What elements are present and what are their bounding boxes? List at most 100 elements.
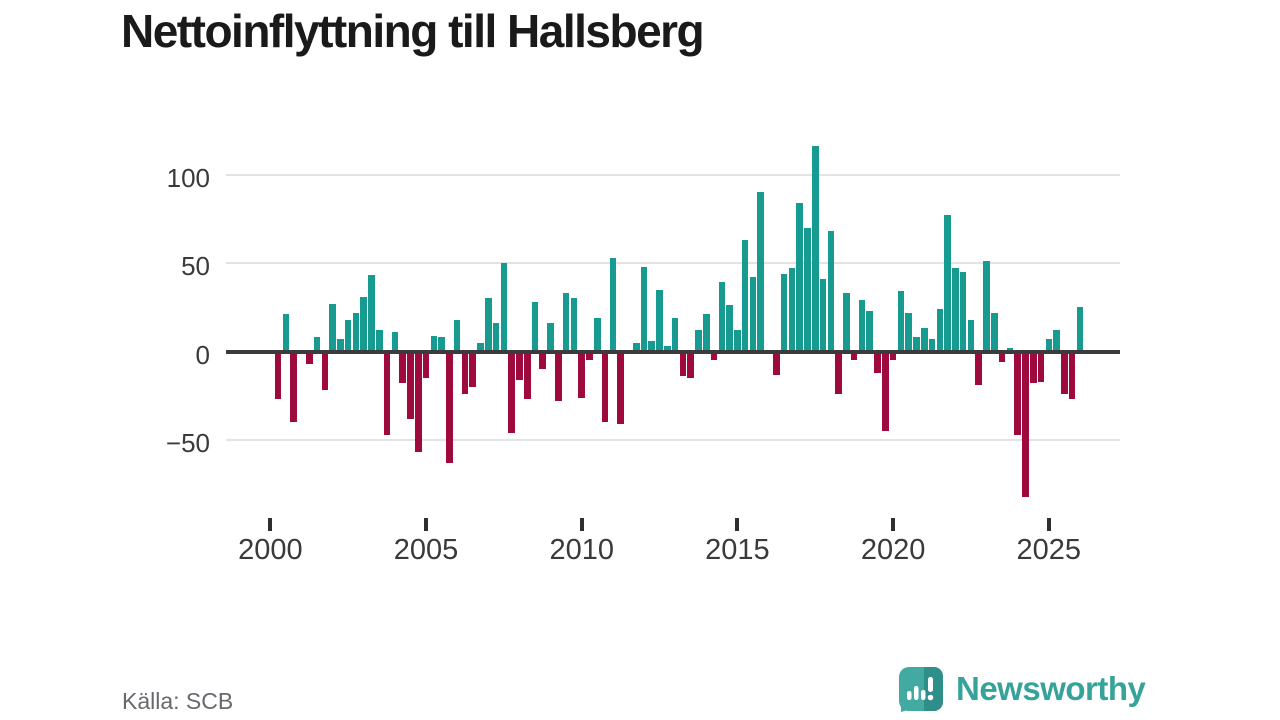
bar <box>570 298 578 352</box>
bar <box>500 263 508 352</box>
bar <box>383 351 391 435</box>
bar <box>780 273 788 352</box>
bar <box>811 146 819 352</box>
bar <box>368 275 375 352</box>
bar <box>726 305 733 352</box>
gridline <box>226 262 1120 264</box>
bar <box>407 351 414 419</box>
bar <box>889 351 897 361</box>
bar <box>1045 339 1053 352</box>
bar <box>819 278 827 352</box>
bar <box>469 351 477 387</box>
bar <box>749 277 757 352</box>
x-tick-label: 2020 <box>860 534 926 566</box>
source-note: Källa: SCB <box>122 688 234 714</box>
bar <box>1076 307 1084 352</box>
gridline <box>226 439 1120 441</box>
x-tick <box>424 518 429 531</box>
bar <box>835 351 842 394</box>
bar <box>399 351 406 384</box>
bar <box>492 323 500 352</box>
bar <box>313 337 321 352</box>
bar <box>827 231 835 352</box>
bar <box>438 337 445 352</box>
bar <box>959 271 967 352</box>
bar <box>944 215 951 352</box>
x-tick <box>579 518 584 531</box>
bar <box>928 339 936 352</box>
bar <box>337 339 344 352</box>
bar <box>329 303 336 352</box>
bar <box>913 337 920 352</box>
bar <box>991 312 998 352</box>
x-tick <box>735 518 740 531</box>
bar <box>453 319 461 352</box>
bar <box>804 227 811 352</box>
bar <box>539 351 547 370</box>
bar <box>796 202 803 352</box>
bar <box>578 351 585 398</box>
bar <box>321 351 329 391</box>
page-title: Nettoinflyttning till Hallsberg <box>121 5 705 57</box>
bar <box>983 261 990 352</box>
newsworthy-logo-icon <box>899 667 943 712</box>
x-tick <box>268 518 273 531</box>
bar <box>1061 351 1068 394</box>
bar <box>477 342 484 352</box>
y-tick-label: 0 <box>195 339 210 370</box>
bar <box>305 351 313 364</box>
y-tick-label: 100 <box>166 162 210 193</box>
bar <box>687 351 694 379</box>
bar <box>936 309 944 352</box>
y-tick-label: −50 <box>165 428 210 458</box>
zero-axis-line <box>226 349 1120 354</box>
x-tick-label: 2025 <box>1016 534 1082 566</box>
bar <box>664 346 671 352</box>
bar <box>422 351 430 379</box>
bar <box>1029 351 1037 384</box>
bar <box>920 328 928 352</box>
bar <box>555 351 562 402</box>
bar <box>586 351 593 361</box>
bar <box>695 330 702 352</box>
bar <box>656 289 663 352</box>
x-tick-label: 2000 <box>238 534 303 566</box>
bar <box>1068 351 1076 400</box>
bar <box>858 300 866 352</box>
bar <box>446 351 453 463</box>
x-tick <box>891 518 896 531</box>
bar <box>274 351 282 400</box>
bar <box>788 268 796 352</box>
bar <box>866 310 874 352</box>
bar <box>952 268 959 352</box>
newsworthy-wordmark: Newsworthy <box>956 670 1146 707</box>
newsworthy-logo: Newsworthy <box>898 666 1146 712</box>
y-tick-label: 50 <box>181 251 210 281</box>
bar <box>562 293 570 352</box>
bar <box>671 317 679 352</box>
bar <box>601 351 609 423</box>
bar <box>882 351 889 432</box>
bar <box>523 351 531 400</box>
bar <box>376 330 383 352</box>
bar <box>710 351 718 361</box>
bar <box>897 291 905 352</box>
bar <box>484 298 492 352</box>
bar <box>843 293 850 352</box>
bar <box>734 330 741 352</box>
bar <box>531 301 539 352</box>
bar <box>905 312 912 352</box>
bar <box>391 332 399 352</box>
bar <box>516 351 523 380</box>
bar <box>461 351 469 394</box>
bar <box>430 335 438 352</box>
bar <box>1022 351 1029 497</box>
bar <box>1037 351 1045 382</box>
bar <box>617 351 624 425</box>
bar <box>352 312 360 352</box>
x-tick-label: 2010 <box>549 534 614 566</box>
bar <box>874 351 881 373</box>
bar <box>547 323 554 352</box>
x-tick <box>1046 518 1051 531</box>
